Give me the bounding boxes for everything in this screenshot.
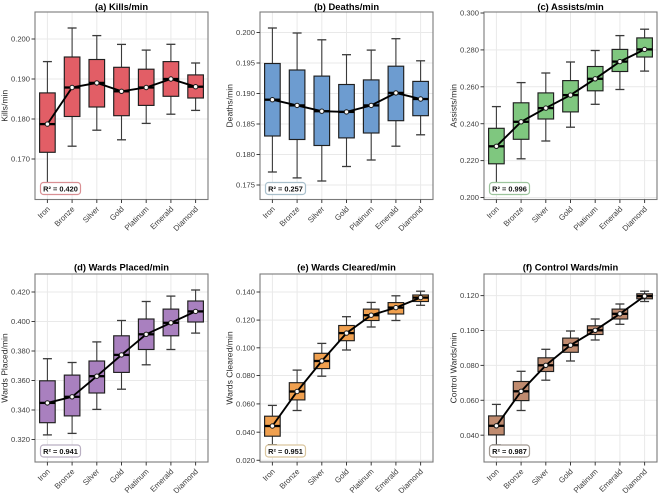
svg-text:0.040: 0.040	[460, 431, 479, 440]
svg-text:R² = 0.420: R² = 0.420	[43, 184, 78, 193]
svg-text:Wards Placed/min: Wards Placed/min	[0, 333, 10, 403]
svg-text:0.140: 0.140	[236, 288, 255, 297]
svg-text:(e) Wards Cleared/min: (e) Wards Cleared/min	[297, 262, 396, 273]
svg-text:0.200: 0.200	[11, 35, 30, 44]
svg-text:0.190: 0.190	[11, 75, 30, 84]
svg-text:Control Wards/min: Control Wards/min	[449, 332, 459, 403]
svg-text:0.120: 0.120	[236, 316, 255, 325]
svg-text:0.060: 0.060	[236, 400, 255, 409]
svg-text:Deaths/min: Deaths/min	[225, 84, 235, 128]
svg-text:0.170: 0.170	[11, 155, 30, 164]
svg-text:Assists/min: Assists/min	[449, 84, 459, 128]
svg-text:0.180: 0.180	[236, 150, 255, 159]
svg-text:(b) Deaths/min: (b) Deaths/min	[314, 1, 379, 12]
svg-text:0.120: 0.120	[460, 291, 479, 300]
svg-text:0.260: 0.260	[460, 82, 479, 91]
svg-text:0.195: 0.195	[236, 59, 255, 68]
svg-text:0.200: 0.200	[460, 193, 479, 202]
svg-text:0.080: 0.080	[236, 371, 255, 380]
svg-text:R² = 0.987: R² = 0.987	[492, 447, 527, 456]
svg-text:(f) Control Wards/min: (f) Control Wards/min	[523, 262, 619, 273]
svg-text:R² = 0.257: R² = 0.257	[268, 184, 303, 193]
svg-text:R² = 0.951: R² = 0.951	[268, 447, 303, 456]
svg-text:0.240: 0.240	[460, 119, 479, 128]
svg-text:Kills/min: Kills/min	[0, 90, 10, 122]
svg-text:0.220: 0.220	[460, 156, 479, 165]
svg-text:0.020: 0.020	[236, 456, 255, 465]
svg-text:0.420: 0.420	[11, 288, 30, 297]
svg-text:0.320: 0.320	[11, 435, 30, 444]
svg-text:0.360: 0.360	[11, 376, 30, 385]
svg-text:0.380: 0.380	[11, 347, 30, 356]
svg-text:0.040: 0.040	[236, 428, 255, 437]
svg-text:(c) Assists/min: (c) Assists/min	[537, 1, 604, 12]
svg-text:0.180: 0.180	[11, 115, 30, 124]
svg-text:0.060: 0.060	[460, 396, 479, 405]
svg-text:(d) Wards Placed/min: (d) Wards Placed/min	[74, 262, 169, 273]
svg-text:R² = 0.941: R² = 0.941	[43, 447, 78, 456]
svg-text:0.100: 0.100	[236, 343, 255, 352]
svg-text:0.300: 0.300	[460, 9, 479, 18]
svg-text:0.400: 0.400	[11, 317, 30, 326]
svg-text:R² = 0.996: R² = 0.996	[492, 184, 527, 193]
svg-text:0.080: 0.080	[460, 361, 479, 370]
svg-text:0.200: 0.200	[236, 28, 255, 37]
svg-text:0.175: 0.175	[236, 181, 255, 190]
svg-text:0.185: 0.185	[236, 120, 255, 129]
svg-text:Wards Cleared/min: Wards Cleared/min	[225, 331, 235, 404]
svg-text:0.190: 0.190	[236, 89, 255, 98]
svg-text:0.100: 0.100	[460, 326, 479, 335]
svg-text:0.280: 0.280	[460, 46, 479, 55]
svg-text:0.340: 0.340	[11, 406, 30, 415]
svg-text:(a) Kills/min: (a) Kills/min	[95, 1, 148, 12]
